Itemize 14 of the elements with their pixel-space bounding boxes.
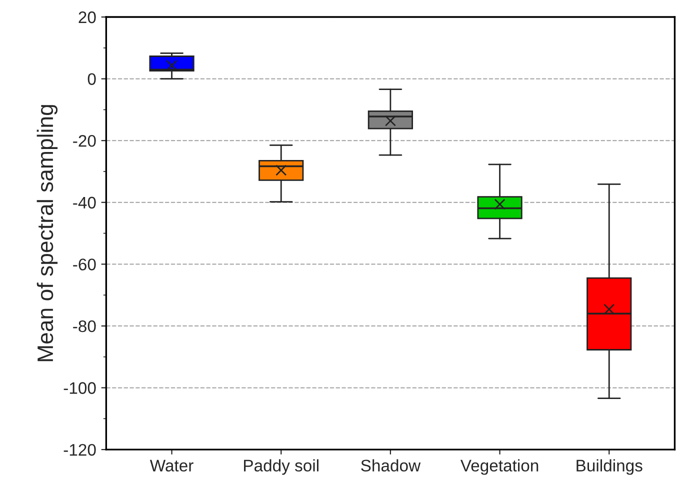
y-tick-label: -20 — [73, 134, 96, 147]
x-tick-label: Shadow — [361, 459, 421, 472]
y-tick-label: 20 — [78, 11, 96, 24]
x-tick-label: Water — [150, 460, 194, 472]
x-tick-label: Paddy soil — [244, 459, 318, 475]
y-tick-label: -60 — [73, 258, 96, 270]
y-tick-label: -80 — [73, 320, 96, 332]
x-tick-label: Vegetation — [460, 459, 538, 475]
x-tick-label: Buildings — [576, 459, 642, 475]
y-tick-label: -100 — [64, 382, 96, 394]
y-tick-label: -120 — [64, 444, 96, 456]
y-axis-title: Mean of spectral sampling — [36, 105, 58, 362]
y-tick-label: 0 — [88, 73, 96, 86]
y-tick-label: -40 — [73, 196, 96, 209]
